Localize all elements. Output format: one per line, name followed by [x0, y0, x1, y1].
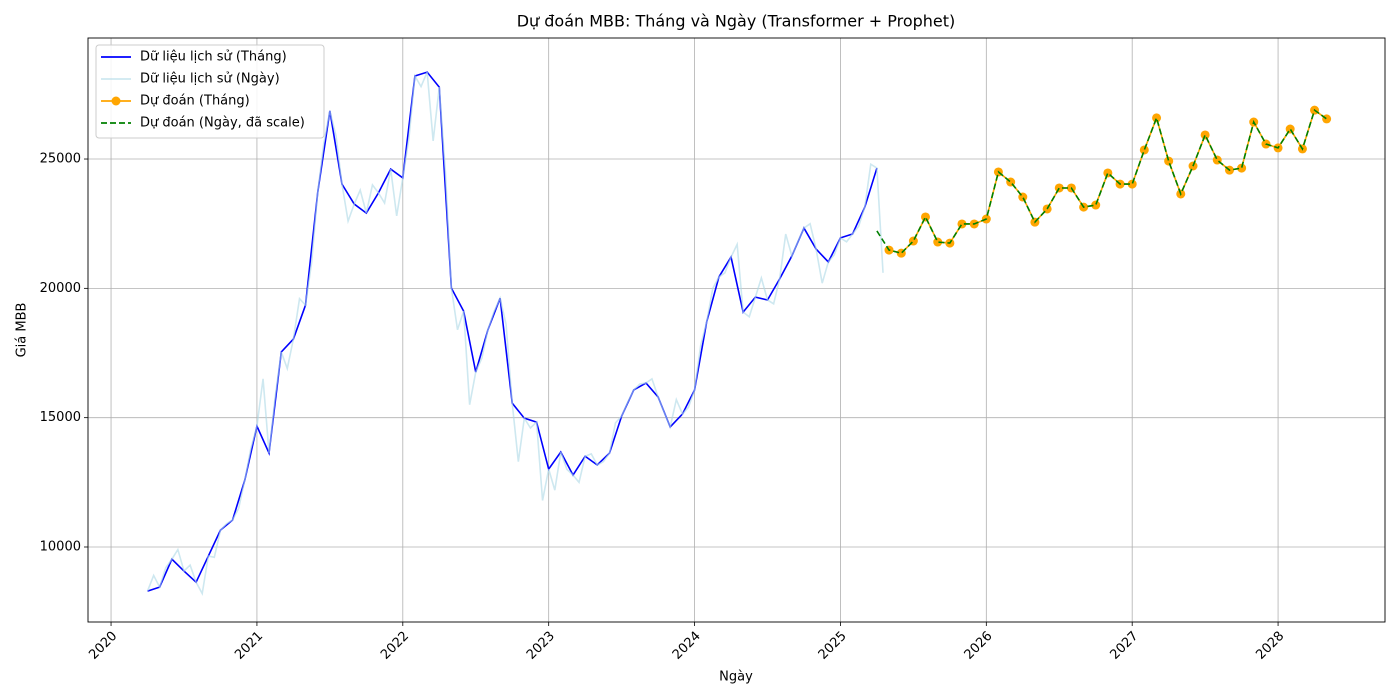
series-marker [1200, 130, 1210, 140]
series-marker [1091, 200, 1101, 210]
plot-frame [87, 37, 1386, 623]
series-marker [1127, 179, 1137, 189]
legend-marker [111, 96, 121, 106]
legend-label: Dữ liệu lịch sử (Ngày) [140, 72, 280, 87]
y-tick-label: 25000 [40, 152, 81, 167]
legend-label: Dữ liệu lịch sử (Tháng) [140, 50, 287, 65]
series-marker [933, 237, 943, 247]
y-tick-label: 10000 [40, 539, 81, 554]
series-line [146, 71, 884, 597]
legend-label: Dự đoán (Ngày, đã scale) [140, 116, 305, 131]
y-axis-label: Giá MBB [15, 303, 30, 358]
y-tick-label: 20000 [40, 281, 81, 296]
series-marker [1054, 183, 1064, 193]
series-marker [1164, 156, 1174, 166]
x-axis-label: Ngày [719, 670, 753, 685]
series-marker [920, 212, 930, 222]
legend-label: Dự đoán (Tháng) [140, 94, 250, 109]
series-marker [1237, 163, 1247, 173]
series-marker [1152, 113, 1162, 123]
legend-box [95, 44, 325, 139]
series-marker [1285, 124, 1295, 134]
series-marker [1139, 145, 1149, 155]
chart-title: Dự đoán MBB: Tháng và Ngày (Transformer … [517, 12, 956, 31]
series-line [876, 108, 1328, 255]
y-tick-label: 15000 [40, 410, 81, 425]
